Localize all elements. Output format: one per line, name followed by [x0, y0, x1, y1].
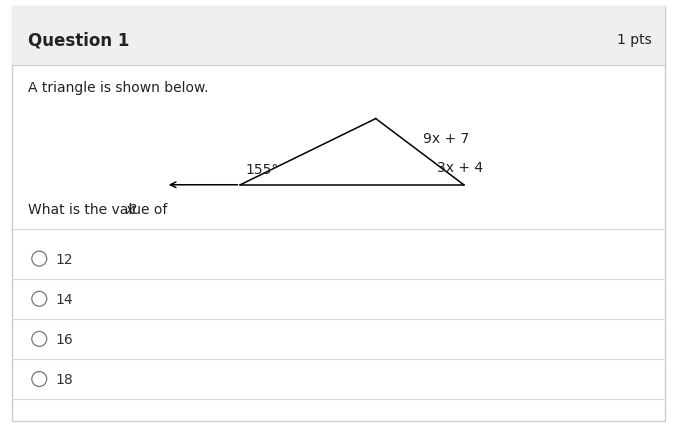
Text: 3x + 4: 3x + 4	[437, 160, 483, 174]
Bar	[12, 7, 665, 66]
Text: What is the value of: What is the value of	[28, 203, 172, 216]
Text: ?: ?	[130, 203, 137, 216]
Text: 9x + 7: 9x + 7	[423, 132, 469, 146]
Text: 18: 18	[56, 372, 73, 386]
Text: 16: 16	[56, 332, 73, 346]
Text: 12: 12	[56, 252, 73, 266]
Text: 14: 14	[56, 292, 73, 306]
Text: A triangle is shown below.: A triangle is shown below.	[28, 81, 209, 94]
Text: 1 pts: 1 pts	[617, 33, 651, 47]
Text: x: x	[125, 203, 133, 216]
Text: 155°: 155°	[246, 163, 279, 177]
Text: Question 1: Question 1	[28, 31, 130, 49]
